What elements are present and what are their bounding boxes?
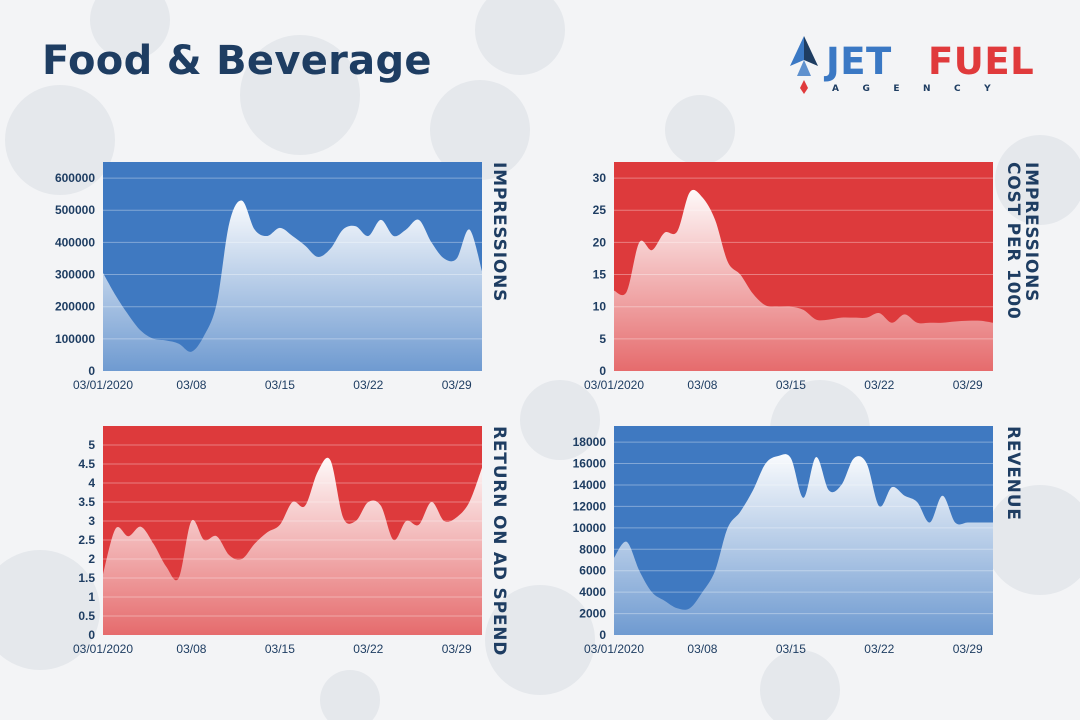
jetfuel-logo: JET FUEL AGENCY — [780, 34, 1050, 104]
logo-word-jet: JET — [826, 40, 892, 83]
logo-word-fuel: FUEL — [928, 40, 1035, 83]
rocket-icon — [790, 36, 818, 94]
logo-subtitle: AGENCY — [832, 84, 1015, 94]
page-title: Food & Beverage — [42, 38, 432, 84]
